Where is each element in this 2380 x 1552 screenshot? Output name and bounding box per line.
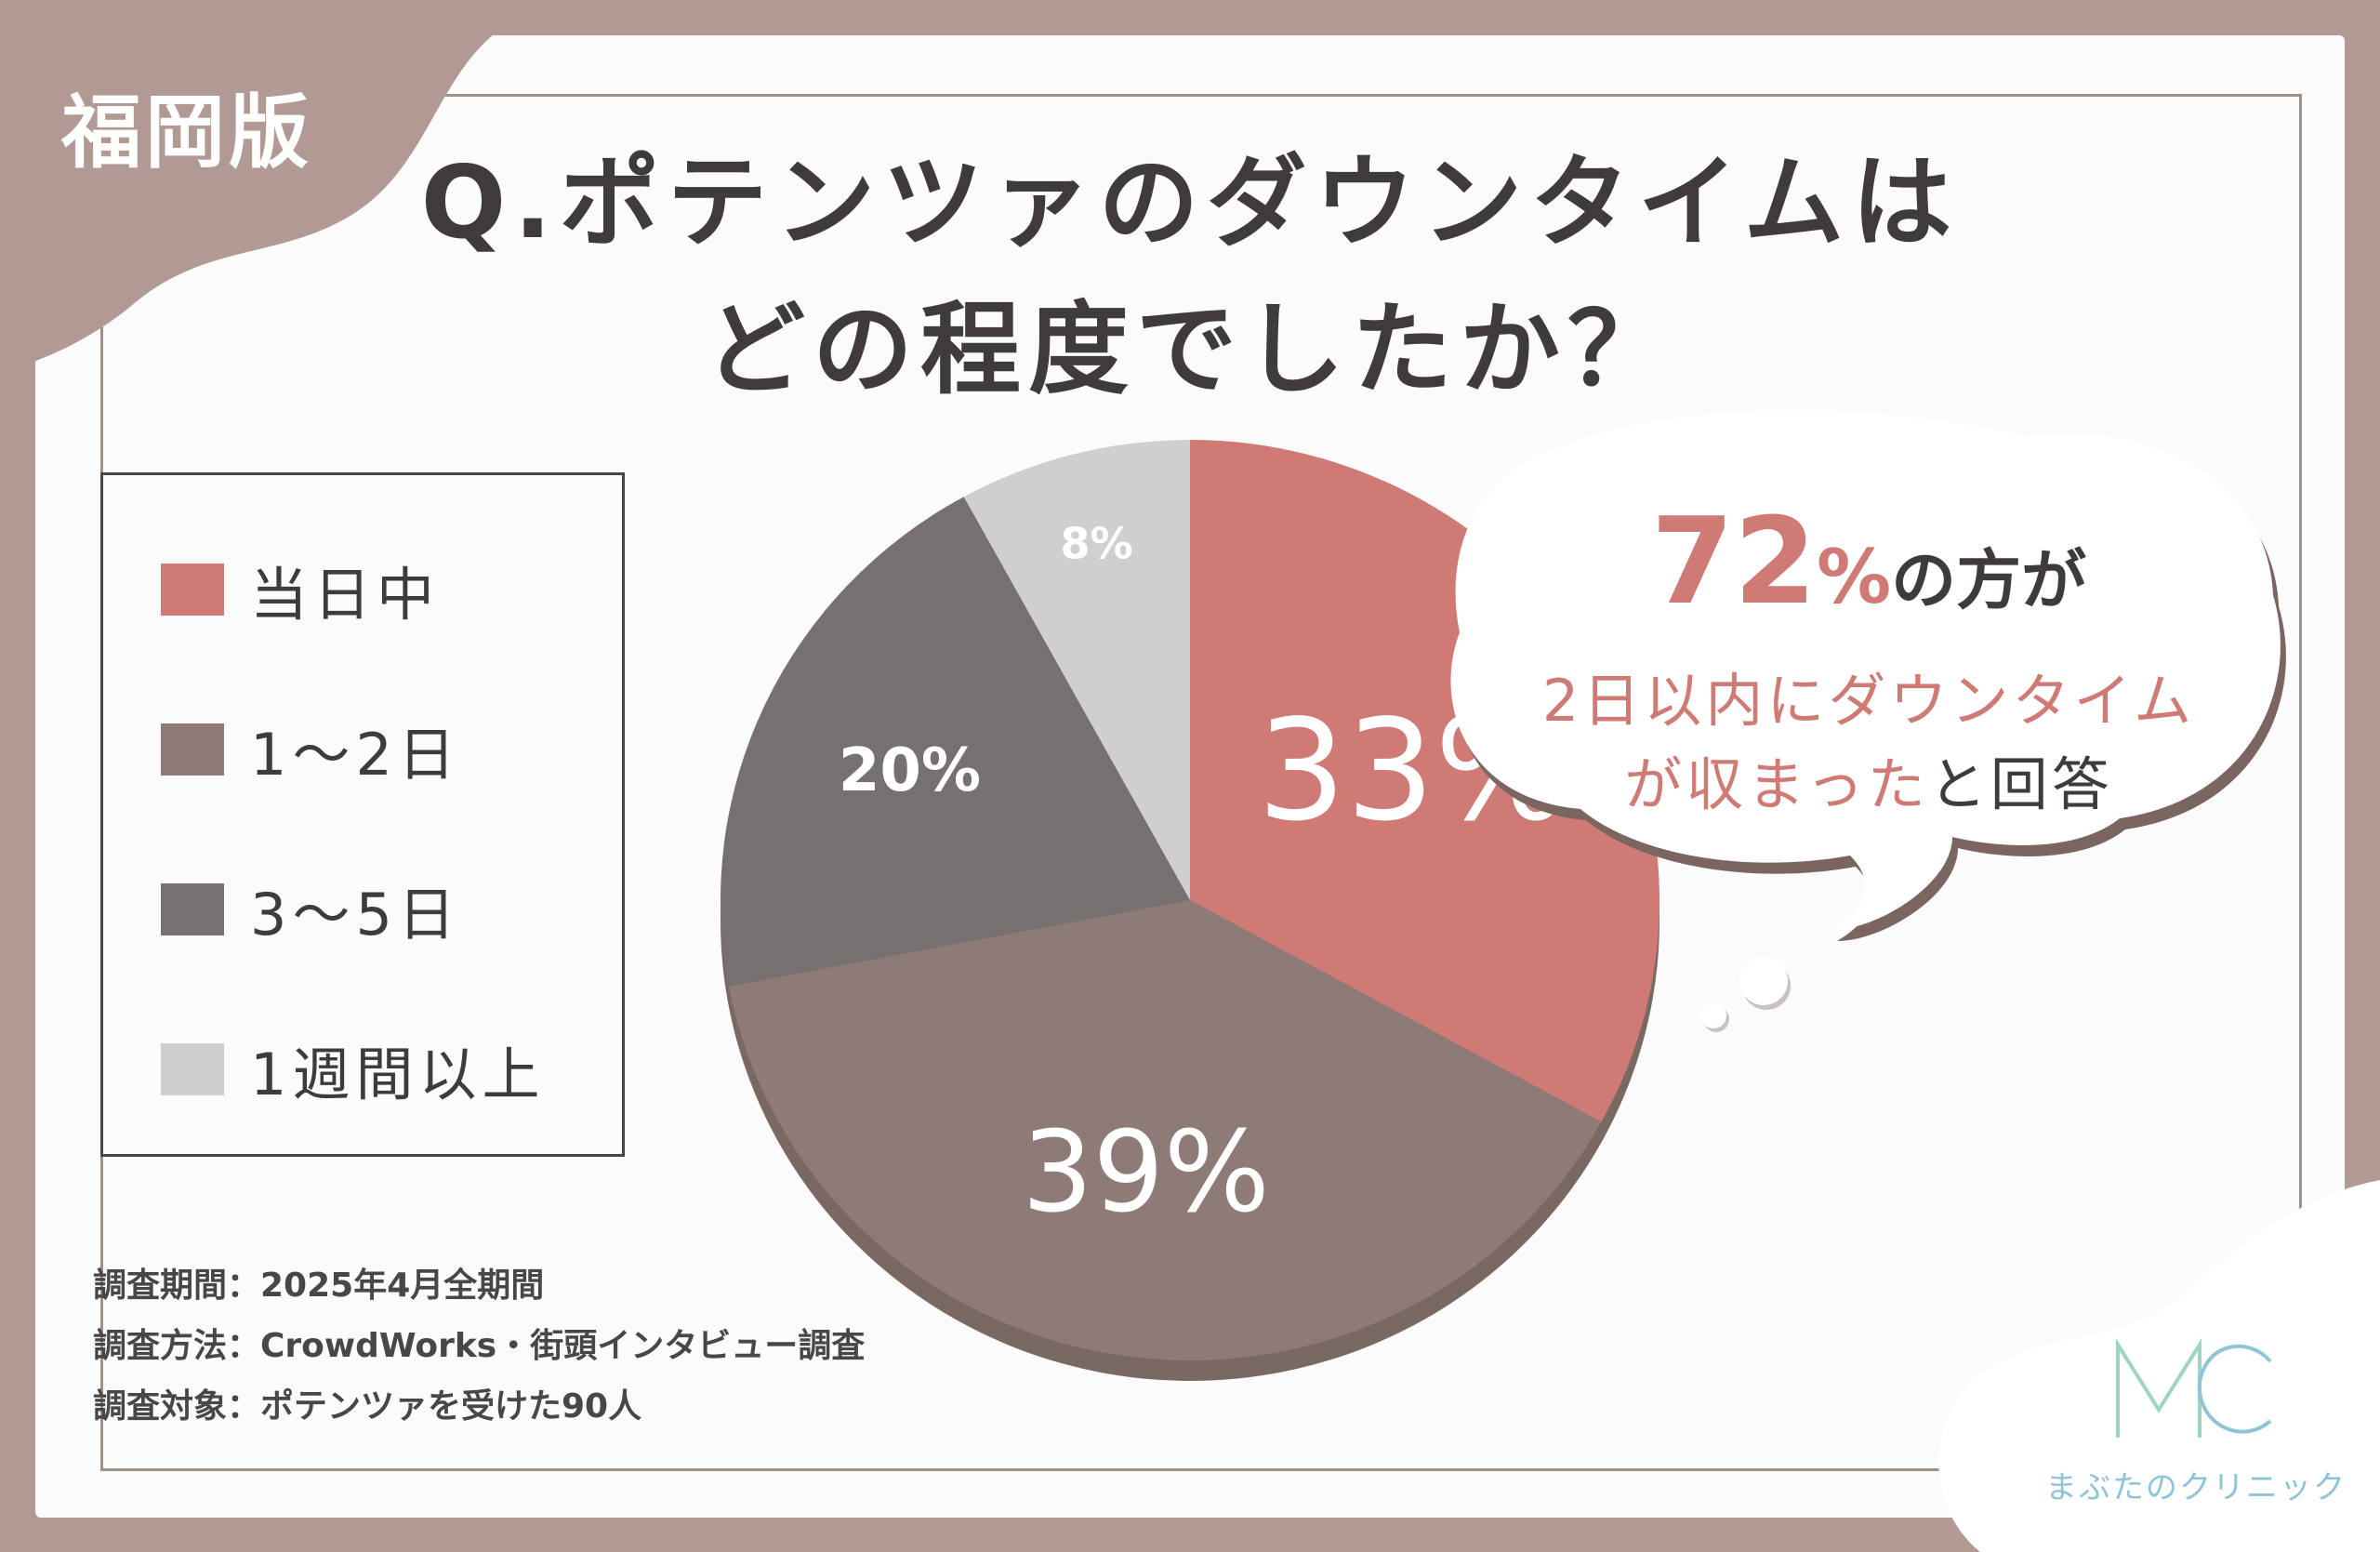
legend-label: 当日中 [250, 561, 441, 629]
legend-item-1-2-days: 1～2日 [161, 717, 461, 789]
page-title: Q.ポテンツァのダウンタイムは どの程度でしたか？ [0, 130, 2380, 424]
legend: 当日中 1～2日 3～5日 1週間以上 [100, 472, 625, 1157]
bubble-line-3: が収まったと回答 [1432, 737, 2306, 821]
pie-label-3-5-days: 20% [839, 736, 981, 805]
legend-swatch [161, 883, 224, 935]
survey-target: 調査対象：ポテンツァを受けた90人 [93, 1387, 642, 1426]
region-badge: 福岡版 [61, 86, 312, 179]
bubble-headline: 72%の方が [1432, 493, 2306, 631]
legend-swatch [161, 564, 224, 616]
bubble-line-3-rest: と回答 [1928, 750, 2113, 818]
pie-slice-over-1-week [963, 440, 1190, 900]
legend-swatch [161, 1043, 224, 1095]
bubble-big-unit: % [1816, 534, 1892, 620]
legend-swatch [161, 723, 224, 776]
thought-bubble [1450, 410, 2286, 1032]
legend-label: 1～2日 [250, 721, 461, 789]
bubble-big-rest: の方が [1891, 542, 2087, 618]
survey-method: 調査方法：CrowdWorks・街頭インタビュー調査 [93, 1327, 866, 1365]
legend-item-over-1-week: 1週間以上 [161, 1037, 545, 1108]
survey-period: 調査期間：2025年4月全期間 [93, 1267, 545, 1305]
legend-item-3-5-days: 3～5日 [161, 877, 461, 948]
legend-label: 3～5日 [250, 881, 461, 948]
corner-blob [0, 0, 502, 372]
legend-label: 1週間以上 [250, 1041, 546, 1108]
bubble-line-3-colored: が収まった [1624, 750, 1929, 818]
clinic-logo-text: まぶたのクリニック [2045, 1469, 2347, 1506]
pie-label-1-2-days: 39% [1022, 1108, 1270, 1238]
title-line-1: Q.ポテンツァのダウンタイムは [420, 145, 1960, 261]
clinic-logo-icon [2116, 1338, 2272, 1438]
pie-slice-1-2-days [728, 900, 1602, 1361]
pie-label-over-1-week: 8% [1060, 518, 1132, 568]
bubble-big-number: 72 [1650, 493, 1817, 631]
legend-item-same-day: 当日中 [161, 557, 440, 629]
bubble-line-2: 2日以内にダウンタイム [1541, 667, 2196, 735]
title-line-2: どの程度でしたか？ [704, 292, 1675, 408]
logo-blob [1938, 1180, 2380, 1552]
survey-info: 調査期間：2025年4月全期間 調査方法：CrowdWorks・街頭インタビュー… [93, 1255, 865, 1437]
pie-slice-3-5-days [721, 497, 1190, 987]
